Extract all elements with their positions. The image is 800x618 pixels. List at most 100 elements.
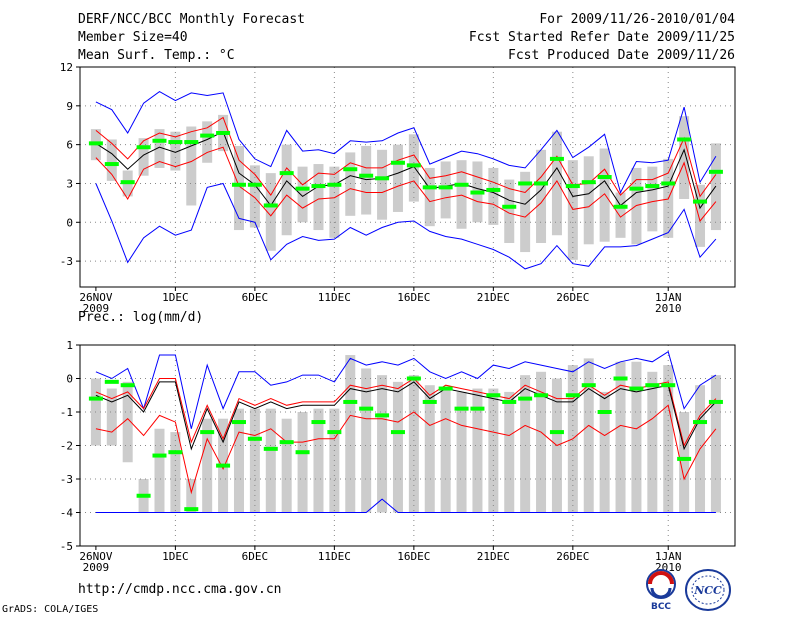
series-mean-plus: [95, 116, 717, 198]
median-12: [279, 440, 294, 445]
series-min: [95, 182, 717, 270]
box-9: [233, 145, 244, 231]
box-4: [154, 428, 165, 513]
ytick-label: 12: [60, 61, 73, 74]
median-26: [502, 204, 517, 209]
box-24: [472, 388, 483, 513]
box-11: [265, 173, 276, 251]
xtick-label: 16DEC: [397, 550, 430, 563]
box-14: [313, 164, 324, 231]
ytick-label: -3: [60, 255, 73, 268]
box-19: [392, 144, 403, 212]
series-mean: [95, 381, 717, 451]
ytick-label: 0: [66, 373, 73, 386]
xtick-label: 26NOV: [79, 550, 112, 563]
ytick-label: 6: [66, 139, 73, 152]
median-29: [549, 430, 564, 435]
median-34: [629, 386, 644, 391]
median-32: [597, 175, 612, 179]
bcc-logo-text: BCC: [651, 602, 671, 612]
median-18: [375, 176, 390, 181]
box-36: [663, 365, 674, 513]
box-10: [249, 165, 260, 228]
box-6: [186, 479, 197, 513]
box-3: [138, 138, 149, 176]
median-15: [327, 430, 342, 435]
median-11: [263, 203, 278, 208]
median-34: [629, 186, 644, 191]
median-29: [549, 156, 564, 161]
box-39: [710, 375, 721, 513]
median-17: [359, 406, 374, 411]
xtick-label: 1JAN: [655, 291, 682, 304]
median-11: [263, 446, 278, 451]
box-35: [647, 166, 658, 232]
xtick-label: 1DEC: [162, 291, 189, 304]
box-26: [504, 391, 515, 513]
box-20: [408, 375, 419, 513]
source-url: http://cmdp.ncc.cma.gov.cn: [78, 582, 282, 597]
box-18: [377, 375, 388, 513]
box-4: [154, 129, 165, 168]
box-22: [440, 388, 451, 513]
grads-credit: GrADS: COLA/IGES: [2, 604, 99, 615]
median-20: [406, 163, 421, 168]
median-18: [375, 413, 390, 418]
xtick-label: 6DEC: [242, 291, 269, 304]
ytick-label: -5: [60, 540, 73, 553]
series-mean-plus: [95, 377, 717, 447]
box-21: [424, 385, 435, 513]
median-0: [88, 141, 103, 146]
median-3: [136, 493, 151, 498]
median-7: [200, 430, 215, 435]
xtick-label: 26NOV: [79, 291, 112, 304]
series-mean-minus: [95, 146, 717, 223]
median-17: [359, 173, 374, 178]
box-12: [281, 144, 292, 236]
xtick-label: 26DEC: [556, 291, 589, 304]
median-39: [708, 399, 723, 404]
box-1: [106, 388, 117, 446]
series-mean: [95, 131, 717, 210]
bcc-logo: BCC: [646, 569, 676, 612]
median-19: [390, 160, 405, 165]
box-37: [679, 412, 690, 513]
variable-label-temp: Mean Surf. Temp.: °C: [78, 48, 235, 63]
ytick-label: -2: [60, 440, 73, 453]
median-28: [534, 393, 549, 398]
median-19: [390, 430, 405, 435]
median-13: [295, 186, 310, 191]
median-25: [486, 187, 501, 192]
series-mean-minus: [95, 404, 717, 495]
series-max: [95, 350, 717, 429]
box-28: [536, 371, 547, 513]
box-22: [440, 161, 451, 219]
box-29: [551, 131, 562, 236]
median-14: [311, 420, 326, 425]
median-5: [168, 140, 183, 145]
xtick-label: 1JAN: [655, 550, 682, 563]
median-38: [693, 199, 708, 204]
box-33: [615, 192, 626, 238]
median-31: [581, 383, 596, 388]
median-16: [343, 167, 358, 172]
box-21: [424, 167, 435, 227]
box-32: [599, 391, 610, 513]
box-34: [631, 361, 642, 513]
box-27: [520, 375, 531, 513]
box-31: [583, 156, 594, 245]
xtick-label: 21DEC: [477, 291, 510, 304]
box-17: [361, 145, 372, 215]
box-27: [520, 171, 531, 253]
box-37: [679, 116, 690, 199]
median-7: [200, 133, 215, 138]
median-30: [565, 393, 580, 398]
median-33: [613, 376, 628, 381]
ncc-logo-text: NCC: [693, 584, 722, 597]
variable-label-prec: Prec.: log(mm/d): [78, 310, 204, 325]
median-6: [184, 140, 199, 145]
box-25: [488, 167, 499, 225]
box-18: [377, 149, 388, 220]
